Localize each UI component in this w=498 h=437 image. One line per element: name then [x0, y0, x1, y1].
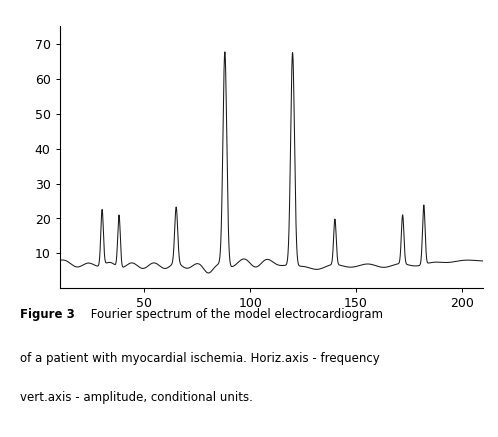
Text: vert.axis - amplitude, conditional units.: vert.axis - amplitude, conditional units… [20, 391, 253, 404]
Text: Fourier spectrum of the model electrocardiogram: Fourier spectrum of the model electrocar… [87, 308, 383, 321]
Text: Figure 3: Figure 3 [20, 308, 75, 321]
Text: of a patient with myocardial ischemia. Horiz.axis - frequency: of a patient with myocardial ischemia. H… [20, 352, 379, 365]
